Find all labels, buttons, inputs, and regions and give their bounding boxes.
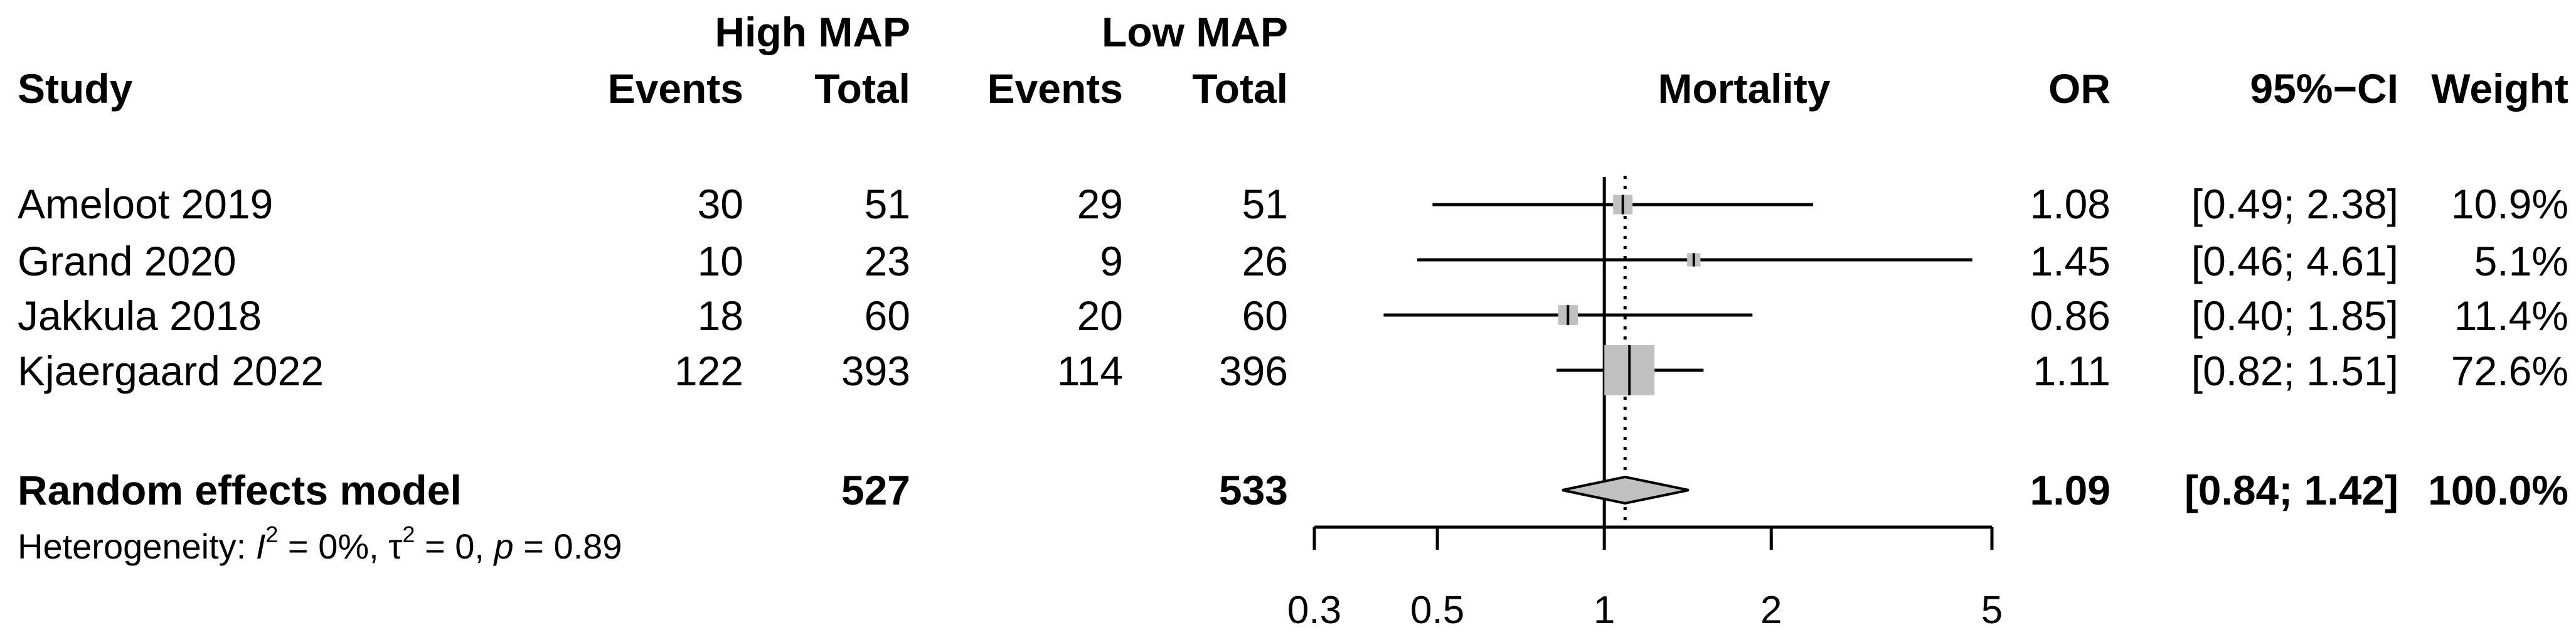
x-tick-label: 1 [1594,589,1615,632]
weight-cell: 5.1% [2474,238,2568,284]
total2-cell: 60 [1242,292,1288,339]
ci-header: 95%−CI [2250,65,2398,112]
events2-cell: 29 [1077,181,1123,227]
total2-cell: 396 [1218,348,1288,394]
or-header: OR [2048,65,2110,112]
x-tick-label: 0.3 [1287,589,1341,632]
weight-header: Weight [2431,65,2568,112]
total1-cell: 23 [864,238,910,284]
total2-header: Total [1192,65,1288,112]
total1-cell: 60 [864,292,910,339]
study-name: Ameloot 2019 [18,181,274,227]
or-cell: 1.11 [2033,348,2110,394]
summary-ci: [0.84; 1.42] [2184,467,2398,513]
group2-header: Low MAP [1102,9,1288,55]
group1-header: High MAP [715,9,910,55]
study-name: Jakkula 2018 [18,292,262,339]
pooled-diamond [1562,475,1690,505]
plot-label: Mortality [1658,65,1831,112]
total2-cell: 51 [1242,181,1288,227]
events2-cell: 114 [1056,348,1123,394]
events2-cell: 20 [1077,292,1123,339]
total2-cell: 26 [1242,238,1288,284]
or-cell: 1.45 [2030,238,2110,284]
ci-cell: [0.49; 2.38] [2191,181,2398,227]
study-header: Study [18,65,133,112]
events2-header: Events [987,65,1123,112]
ci-cell: [0.40; 1.85] [2191,292,2398,339]
total1-cell: 393 [841,348,910,394]
events1-cell: 30 [697,181,743,227]
x-tick-label: 2 [1760,589,1782,632]
events1-header: Events [607,65,743,112]
events1-cell: 18 [697,292,743,339]
weight-cell: 11.4% [2454,292,2568,339]
total1-cell: 51 [864,181,910,227]
ci-cell: [0.82; 1.51] [2191,348,2398,394]
events1-cell: 122 [674,348,743,394]
weight-cell: 72.6% [2451,348,2568,394]
heterogeneity-text: Heterogeneity: I2 = 0%, τ2 = 0, p = 0.89 [18,522,622,566]
summary-weight: 100.0% [2428,467,2568,513]
events1-cell: 10 [697,238,743,284]
ci-cell: [0.46; 4.61] [2191,238,2398,284]
summary-or: 1.09 [2030,467,2110,513]
total1-header: Total [814,65,910,112]
summary-total2: 533 [1218,467,1288,513]
weight-cell: 10.9% [2451,181,2568,227]
or-cell: 0.86 [2030,292,2110,339]
or-cell: 1.08 [2030,181,2110,227]
summary-name: Random effects model [18,467,462,513]
x-tick-label: 0.5 [1410,589,1464,632]
events2-cell: 9 [1100,238,1123,284]
summary-total1: 527 [841,467,910,513]
x-tick-label: 5 [1981,589,2003,632]
study-name: Grand 2020 [18,238,237,284]
study-name: Kjaergaard 2022 [18,348,324,394]
